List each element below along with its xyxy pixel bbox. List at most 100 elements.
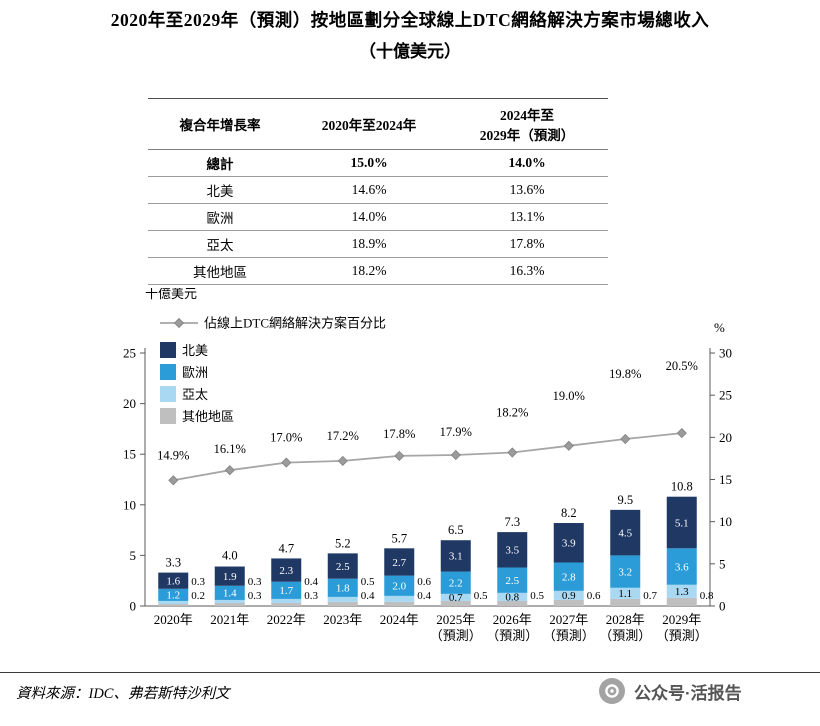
bar-segment-0 — [666, 496, 697, 549]
left-axis-tick-label: 5 — [130, 548, 137, 563]
percentage-label: 17.2% — [327, 429, 359, 443]
line-marker — [337, 455, 348, 466]
bar-total-label: 8.2 — [561, 506, 577, 520]
left-axis-tick-label: 0 — [130, 599, 137, 614]
bar-segment-1 — [158, 588, 189, 601]
bar-value-label: 2.0 — [392, 581, 406, 593]
x-axis-label: （預測） — [543, 628, 595, 643]
bar-segment-2 — [158, 600, 189, 604]
bar-value-label: 5.1 — [675, 517, 689, 529]
bar-value-label: 0.2 — [191, 590, 205, 602]
chart-title: 2020年至2029年（預測）按地區劃分全球線上DTC網絡解決方案市場總收入 （… — [0, 7, 820, 62]
line-marker — [620, 433, 631, 445]
bar-segment-0 — [497, 532, 528, 568]
bar-value-label: 2.7 — [392, 557, 406, 569]
bar-segment-2 — [384, 595, 415, 602]
revenue-chart: 十億美元% 0 5 10 15 20 25 0 5 10 15 20 25 30 佔線上DTC網絡解決方案百… — [0, 286, 820, 672]
x-axis-label: 2025年 — [436, 612, 475, 627]
legend-swatch — [160, 364, 176, 380]
bar-value-label: 0.9 — [562, 590, 576, 602]
cagr-2024-2029: 14.0% — [446, 149, 608, 177]
bar-value-label: 0.6 — [587, 590, 601, 602]
bar-value-label: 3.5 — [505, 545, 519, 557]
bar-segment-1 — [553, 562, 584, 591]
line-marker — [224, 465, 235, 476]
left-axis-tick-label: 10 — [123, 497, 136, 512]
bar-segment-2 — [666, 584, 697, 598]
cagr-2024-2029: 17.8% — [446, 230, 608, 258]
bar-value-label: 1.3 — [675, 586, 689, 598]
bar-segment-0 — [384, 548, 415, 576]
percentage-label: 17.8% — [383, 427, 415, 441]
right-axis-tick-label: 20 — [719, 430, 732, 445]
bar-value-label: 0.5 — [530, 590, 544, 602]
bar-value-label: 4.5 — [618, 527, 632, 539]
bar-segment-2 — [553, 590, 584, 600]
bar-value-label: 0.7 — [449, 592, 463, 604]
legend-swatch — [160, 386, 176, 402]
percentage-label: 17.0% — [270, 431, 302, 445]
x-axis-label: 2026年 — [493, 612, 532, 627]
bar-value-label: 1.8 — [336, 583, 350, 595]
bar-total-label: 3.3 — [165, 556, 181, 570]
bar-value-label: 2.5 — [505, 575, 519, 587]
line-marker — [281, 457, 292, 468]
x-axis-label: 2021年 — [210, 612, 249, 627]
bar-segment-0 — [158, 572, 189, 589]
legend-line-label: 佔線上DTC網絡解決方案百分比 — [204, 316, 386, 331]
table-row: 北美 14.6% 13.6% — [148, 176, 608, 204]
cagr-2024-2029: 16.3% — [446, 257, 608, 285]
bar-segment-3 — [553, 599, 584, 606]
bar-segment-1 — [384, 575, 415, 596]
table-row: 亞太 18.9% 17.8% — [148, 230, 608, 258]
bar-total-label: 10.8 — [671, 480, 693, 494]
bar-value-label: 1.4 — [223, 588, 237, 600]
row-label: 其他地區 — [148, 257, 292, 285]
bar-value-label: 0.3 — [248, 576, 262, 588]
bar-value-label: 0.3 — [191, 576, 205, 588]
x-axis-label: 2020年 — [154, 612, 193, 627]
cagr-2020-2024: 14.0% — [292, 203, 446, 231]
left-axis-tick-label: 15 — [123, 447, 136, 462]
bar-value-label: 0.7 — [643, 590, 657, 602]
bar-total-label: 5.2 — [335, 536, 351, 550]
line-marker — [507, 447, 518, 458]
bar-value-label: 0.3 — [304, 590, 318, 602]
row-label: 歐洲 — [148, 203, 292, 231]
bar-segment-0 — [610, 509, 641, 556]
bar-value-label: 2.2 — [449, 578, 463, 590]
bar-segment-3 — [384, 601, 415, 606]
bar-segment-1 — [327, 578, 358, 597]
bar-value-label: 2.8 — [562, 572, 576, 584]
bar-segment-1 — [666, 548, 697, 585]
bar-segment-2 — [271, 598, 302, 603]
source-note: 資料來源：IDC、弗若斯特沙利文 — [16, 686, 230, 702]
x-axis-label: 2028年 — [606, 612, 645, 627]
x-axis-label: （預測） — [430, 628, 482, 643]
bar-value-label: 0.3 — [248, 590, 262, 602]
percentage-label: 20.5% — [666, 359, 698, 373]
bar-value-label: 2.3 — [279, 565, 293, 577]
watermark: 公众号·活报告 — [598, 677, 742, 705]
bar-segment-2 — [327, 596, 358, 602]
bar-value-label: 0.5 — [361, 576, 375, 588]
bar-value-label: 1.6 — [166, 576, 180, 588]
legend-swatch — [160, 342, 176, 358]
bar-segment-3 — [497, 600, 528, 606]
chart-title-line2: （十億美元） — [359, 42, 461, 61]
bar-segment-2 — [497, 592, 528, 601]
right-axis-unit-label: % — [714, 320, 725, 335]
legend-label: 其他地區 — [182, 409, 234, 424]
bar-segment-0 — [214, 566, 245, 586]
watermark-logo-icon — [599, 678, 625, 704]
percentage-label: 14.9% — [157, 448, 189, 462]
bar-total-label: 4.7 — [278, 541, 294, 555]
right-axis-tick-label: 0 — [719, 599, 726, 614]
cagr-2020-2024: 18.2% — [292, 257, 446, 285]
left-axis-tick-label: 25 — [123, 346, 136, 361]
bar-total-label: 5.7 — [391, 531, 407, 545]
bar-segment-1 — [610, 555, 641, 588]
line-marker — [450, 449, 461, 461]
row-label: 總計 — [148, 149, 292, 177]
table-row: 總計 15.0% 14.0% — [148, 149, 608, 177]
